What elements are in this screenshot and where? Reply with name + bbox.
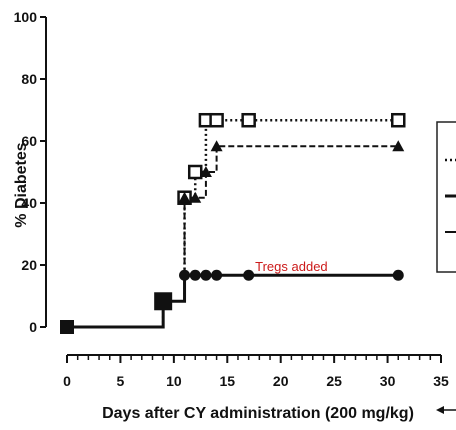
x-tick-label: 15 xyxy=(219,373,235,389)
marker-circle xyxy=(392,269,404,281)
y-tick-label: 80 xyxy=(21,71,37,87)
marker-open-square xyxy=(209,112,224,128)
series-2 xyxy=(67,269,404,329)
annotation-tregs-added: Tregs added xyxy=(255,259,328,274)
series-1 xyxy=(67,140,405,328)
x-tick-label: 35 xyxy=(433,373,449,389)
marker-open-square xyxy=(391,112,406,128)
series-line xyxy=(67,145,399,328)
arrow-icon xyxy=(436,406,456,414)
y-tick-label: 20 xyxy=(21,257,37,273)
marker-shared-square xyxy=(154,292,173,311)
y-tick-label: 100 xyxy=(14,9,38,25)
x-tick-label: 10 xyxy=(166,373,182,389)
marker-triangle xyxy=(210,140,223,152)
marker-circle xyxy=(189,269,201,281)
axes: 0 20 40 60 80 100 0 5 10 15 20 25 30 35 xyxy=(14,9,449,389)
y-tick-label: 0 xyxy=(29,319,37,335)
x-tick-label: 5 xyxy=(117,373,125,389)
marker-triangle xyxy=(189,191,202,203)
x-tick-label: 30 xyxy=(380,373,396,389)
marker-open-square xyxy=(241,112,256,128)
marker-circle xyxy=(200,269,212,281)
marker-triangle xyxy=(178,191,191,203)
x-tick-label: 25 xyxy=(326,373,342,389)
marker-open-square xyxy=(187,164,203,180)
x-axis-title: Days after CY administration (200 mg/kg) xyxy=(102,405,414,422)
series-0 xyxy=(67,112,406,329)
marker-shared-square xyxy=(60,320,74,334)
series-line xyxy=(67,273,399,329)
x-tick-label: 0 xyxy=(63,373,71,389)
marker-triangle xyxy=(392,140,405,152)
marker-circle xyxy=(179,269,191,281)
legend-box xyxy=(436,121,456,273)
series-layer xyxy=(60,112,406,334)
y-tick-label: 40 xyxy=(21,195,37,211)
marker-triangle xyxy=(199,166,212,177)
marker-circle xyxy=(211,269,223,281)
marker-circle xyxy=(243,269,255,281)
series-line xyxy=(67,118,399,329)
x-tick-label: 20 xyxy=(273,373,289,389)
y-tick-label: 60 xyxy=(21,133,37,149)
y-axis-title: % Diabetes xyxy=(13,142,30,227)
